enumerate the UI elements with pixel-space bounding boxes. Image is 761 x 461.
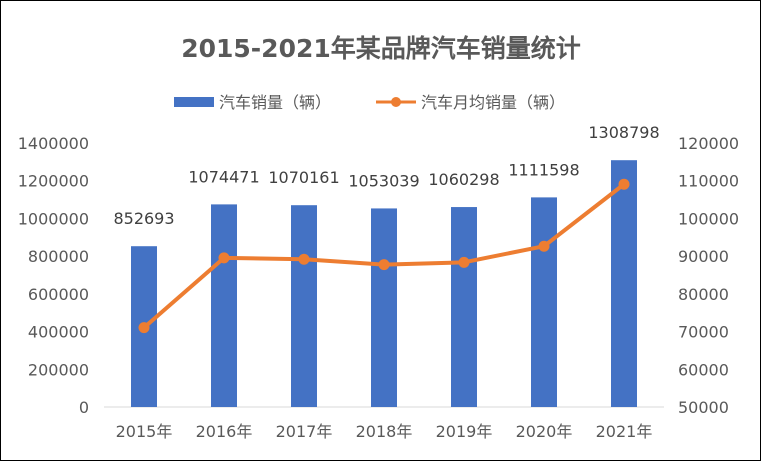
bar <box>371 208 397 407</box>
line-series <box>138 178 630 334</box>
legend-swatch-marker <box>391 97 401 107</box>
x-tick-label: 2018年 <box>356 422 413 441</box>
y-right-tick-label: 100000 <box>678 209 739 228</box>
bar-data-label: 1053039 <box>348 171 419 190</box>
y-left-tick-label: 200000 <box>28 360 89 379</box>
x-tick-label: 2020年 <box>516 422 573 441</box>
line-point <box>138 322 150 334</box>
y-right-tick-label: 60000 <box>678 360 729 379</box>
legend: 汽车销量（辆） 汽车月均销量（辆） <box>174 93 565 112</box>
y-right-tick-label: 90000 <box>678 247 729 266</box>
y-left-tick-label: 600000 <box>28 285 89 304</box>
line-point <box>298 253 310 265</box>
y-right-tick-label: 80000 <box>678 285 729 304</box>
x-tick-label: 2017年 <box>276 422 333 441</box>
chart-title: 2015-2021年某品牌汽车销量统计 <box>181 34 581 63</box>
axes: 0 200000 400000 600000 800000 1000000 1200000 1… <box>18 134 739 441</box>
y-left-tick-label: 1400000 <box>18 134 89 153</box>
bar-data-label: 1111598 <box>508 160 579 179</box>
line-point <box>538 240 550 252</box>
x-tick-label: 2019年 <box>436 422 493 441</box>
bar-data-label: 852693 <box>113 209 174 228</box>
line-point <box>378 259 390 271</box>
bar <box>531 197 557 407</box>
x-tick-label: 2021年 <box>596 422 653 441</box>
bar <box>291 205 317 407</box>
legend-label-bar: 汽车销量（辆） <box>219 93 331 112</box>
y-left-tick-label: 800000 <box>28 247 89 266</box>
legend-swatch-bar <box>174 97 214 107</box>
y-right-tick-label: 120000 <box>678 134 739 153</box>
y-right-tick-label: 50000 <box>678 398 729 417</box>
bar <box>211 204 237 407</box>
bar-data-label: 1308798 <box>588 123 659 142</box>
bar-data-label: 1060298 <box>428 170 499 189</box>
bar-series <box>131 160 637 407</box>
bar <box>451 207 477 407</box>
y-left-tick-label: 1000000 <box>18 209 89 228</box>
bar <box>611 160 637 407</box>
y-left-tick-label: 0 <box>79 398 89 417</box>
y-left-tick-label: 1200000 <box>18 172 89 191</box>
y-right-tick-label: 70000 <box>678 323 729 342</box>
line-point <box>218 252 230 264</box>
bar-data-label: 1074471 <box>188 167 259 186</box>
line-point <box>618 178 630 190</box>
y-left-tick-label: 400000 <box>28 323 89 342</box>
line-point <box>458 256 470 268</box>
y-right-tick-label: 110000 <box>678 172 739 191</box>
bar-data-labels: 852693 1074471 1070161 1053039 1060298 111159… <box>113 123 659 228</box>
x-tick-label: 2015年 <box>116 422 173 441</box>
legend-label-line: 汽车月均销量（辆） <box>421 93 565 112</box>
x-tick-label: 2016年 <box>196 422 253 441</box>
bar-data-label: 1070161 <box>268 168 339 187</box>
